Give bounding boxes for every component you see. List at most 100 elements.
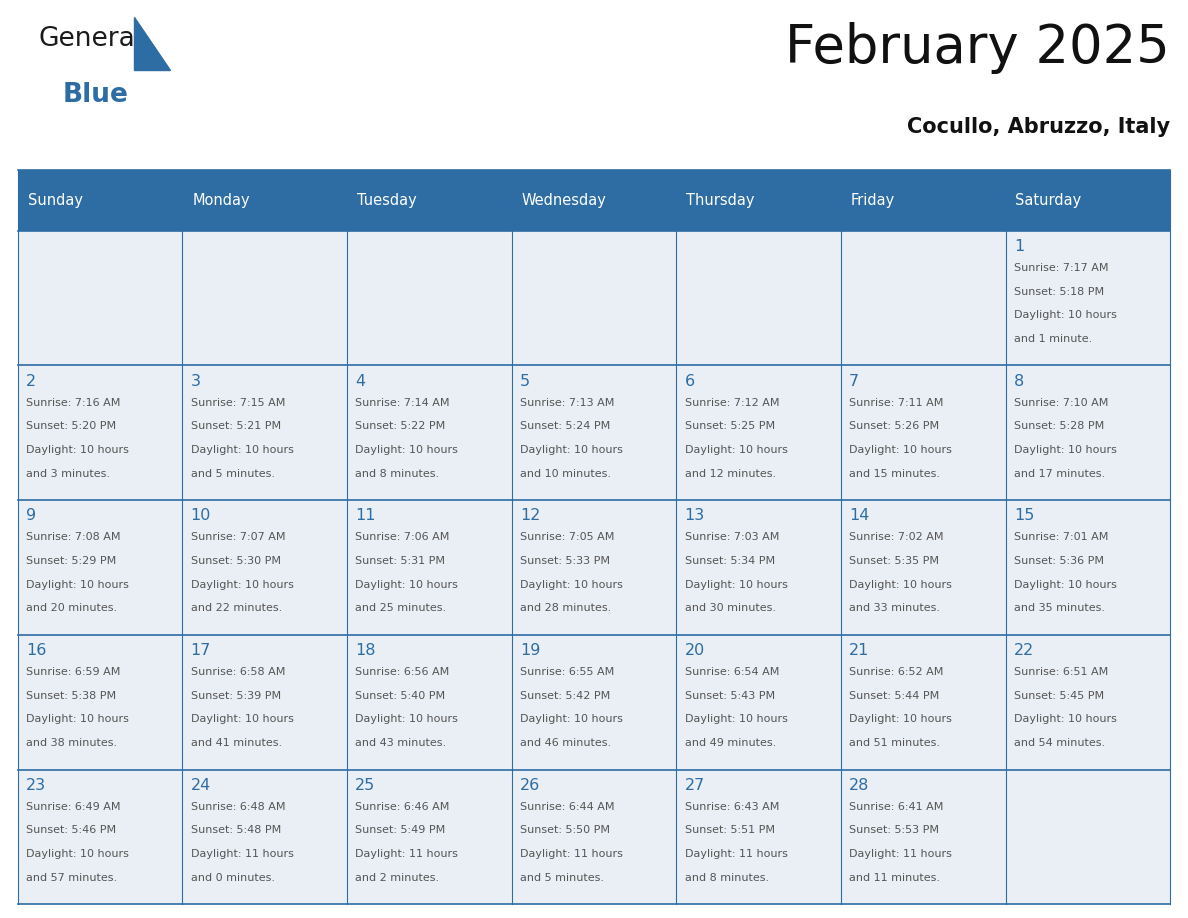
Text: and 41 minutes.: and 41 minutes. [190, 738, 282, 748]
Text: and 51 minutes.: and 51 minutes. [849, 738, 940, 748]
Text: Sunset: 5:49 PM: Sunset: 5:49 PM [355, 825, 446, 835]
Bar [347, 230, 512, 365]
Text: Daylight: 10 hours: Daylight: 10 hours [1013, 310, 1117, 320]
Text: Daylight: 10 hours: Daylight: 10 hours [26, 849, 129, 859]
Text: 4: 4 [355, 374, 366, 388]
Text: Cocullo, Abruzzo, Italy: Cocullo, Abruzzo, Italy [908, 118, 1170, 138]
Text: and 38 minutes.: and 38 minutes. [26, 738, 118, 748]
Text: and 17 minutes.: and 17 minutes. [1013, 468, 1105, 478]
Text: Daylight: 10 hours: Daylight: 10 hours [355, 445, 459, 455]
Text: Sunset: 5:50 PM: Sunset: 5:50 PM [520, 825, 609, 835]
Bar [841, 365, 1005, 500]
Text: Sunrise: 7:08 AM: Sunrise: 7:08 AM [26, 532, 120, 543]
Text: Sunrise: 6:44 AM: Sunrise: 6:44 AM [520, 801, 614, 812]
Text: 28: 28 [849, 778, 870, 792]
Text: 23: 23 [26, 778, 46, 792]
Text: Daylight: 10 hours: Daylight: 10 hours [355, 579, 459, 589]
Text: General: General [38, 26, 143, 51]
Text: Daylight: 10 hours: Daylight: 10 hours [520, 579, 623, 589]
Text: 1: 1 [1013, 239, 1024, 254]
Text: Sunset: 5:29 PM: Sunset: 5:29 PM [26, 556, 116, 566]
Text: Daylight: 10 hours: Daylight: 10 hours [26, 579, 129, 589]
Text: Sunrise: 7:12 AM: Sunrise: 7:12 AM [684, 397, 779, 408]
Text: Daylight: 10 hours: Daylight: 10 hours [1013, 579, 1117, 589]
Bar [347, 365, 512, 500]
Text: Sunset: 5:38 PM: Sunset: 5:38 PM [26, 690, 116, 700]
Text: Sunrise: 7:17 AM: Sunrise: 7:17 AM [1013, 263, 1108, 274]
Text: and 20 minutes.: and 20 minutes. [26, 603, 118, 613]
Text: Sunrise: 6:55 AM: Sunrise: 6:55 AM [520, 667, 614, 677]
Text: Sunrise: 7:15 AM: Sunrise: 7:15 AM [190, 397, 285, 408]
Text: Daylight: 10 hours: Daylight: 10 hours [684, 714, 788, 724]
Text: Daylight: 10 hours: Daylight: 10 hours [190, 579, 293, 589]
Text: 5: 5 [520, 374, 530, 388]
Text: 26: 26 [520, 778, 541, 792]
Text: Sunset: 5:45 PM: Sunset: 5:45 PM [1013, 690, 1104, 700]
Text: and 30 minutes.: and 30 minutes. [684, 603, 776, 613]
Text: 27: 27 [684, 778, 704, 792]
Bar [183, 635, 347, 769]
Text: and 3 minutes.: and 3 minutes. [26, 468, 110, 478]
Text: Daylight: 10 hours: Daylight: 10 hours [684, 579, 788, 589]
Bar [347, 769, 512, 904]
Text: Sunset: 5:39 PM: Sunset: 5:39 PM [190, 690, 280, 700]
Text: Sunset: 5:48 PM: Sunset: 5:48 PM [190, 825, 280, 835]
Text: 13: 13 [684, 509, 704, 523]
Text: Daylight: 10 hours: Daylight: 10 hours [1013, 445, 1117, 455]
Bar [841, 230, 1005, 365]
Text: 6: 6 [684, 374, 695, 388]
Text: Sunrise: 7:02 AM: Sunrise: 7:02 AM [849, 532, 943, 543]
Text: Sunrise: 6:54 AM: Sunrise: 6:54 AM [684, 667, 779, 677]
Bar [183, 170, 347, 230]
Text: 3: 3 [190, 374, 201, 388]
Text: and 0 minutes.: and 0 minutes. [190, 873, 274, 882]
Text: and 2 minutes.: and 2 minutes. [355, 873, 440, 882]
Text: 16: 16 [26, 643, 46, 658]
Text: and 43 minutes.: and 43 minutes. [355, 738, 447, 748]
Bar [841, 769, 1005, 904]
Text: and 8 minutes.: and 8 minutes. [355, 468, 440, 478]
Text: Daylight: 10 hours: Daylight: 10 hours [26, 714, 129, 724]
Text: and 25 minutes.: and 25 minutes. [355, 603, 447, 613]
Text: Sunrise: 7:06 AM: Sunrise: 7:06 AM [355, 532, 450, 543]
Text: Friday: Friday [851, 193, 895, 207]
Text: 25: 25 [355, 778, 375, 792]
Text: and 8 minutes.: and 8 minutes. [684, 873, 769, 882]
Bar [18, 365, 183, 500]
Text: Sunset: 5:31 PM: Sunset: 5:31 PM [355, 556, 446, 566]
Bar [18, 170, 183, 230]
Text: Sunrise: 7:14 AM: Sunrise: 7:14 AM [355, 397, 450, 408]
Text: Sunset: 5:22 PM: Sunset: 5:22 PM [355, 421, 446, 431]
Text: Daylight: 10 hours: Daylight: 10 hours [684, 445, 788, 455]
Text: Sunset: 5:33 PM: Sunset: 5:33 PM [520, 556, 609, 566]
Text: Daylight: 10 hours: Daylight: 10 hours [1013, 714, 1117, 724]
Text: 2: 2 [26, 374, 36, 388]
Text: Sunset: 5:18 PM: Sunset: 5:18 PM [1013, 286, 1104, 297]
Text: Daylight: 10 hours: Daylight: 10 hours [26, 445, 129, 455]
Text: Sunrise: 6:43 AM: Sunrise: 6:43 AM [684, 801, 779, 812]
Bar [1005, 769, 1170, 904]
Bar [841, 170, 1005, 230]
Text: and 28 minutes.: and 28 minutes. [520, 603, 611, 613]
Text: Sunset: 5:36 PM: Sunset: 5:36 PM [1013, 556, 1104, 566]
Text: Sunrise: 6:58 AM: Sunrise: 6:58 AM [190, 667, 285, 677]
Text: 12: 12 [520, 509, 541, 523]
Text: Sunset: 5:26 PM: Sunset: 5:26 PM [849, 421, 940, 431]
Text: Daylight: 10 hours: Daylight: 10 hours [520, 445, 623, 455]
Text: Daylight: 11 hours: Daylight: 11 hours [355, 849, 459, 859]
Bar [183, 769, 347, 904]
Text: and 5 minutes.: and 5 minutes. [520, 873, 604, 882]
Text: and 11 minutes.: and 11 minutes. [849, 873, 940, 882]
Text: 8: 8 [1013, 374, 1024, 388]
Text: Daylight: 10 hours: Daylight: 10 hours [190, 714, 293, 724]
Text: Daylight: 10 hours: Daylight: 10 hours [355, 714, 459, 724]
Text: Sunrise: 6:52 AM: Sunrise: 6:52 AM [849, 667, 943, 677]
Text: Sunrise: 6:48 AM: Sunrise: 6:48 AM [190, 801, 285, 812]
Text: Thursday: Thursday [687, 193, 754, 207]
Bar [512, 230, 676, 365]
Bar [1005, 635, 1170, 769]
Text: Sunset: 5:24 PM: Sunset: 5:24 PM [520, 421, 611, 431]
Text: and 54 minutes.: and 54 minutes. [1013, 738, 1105, 748]
Bar [676, 230, 841, 365]
Text: Tuesday: Tuesday [356, 193, 417, 207]
